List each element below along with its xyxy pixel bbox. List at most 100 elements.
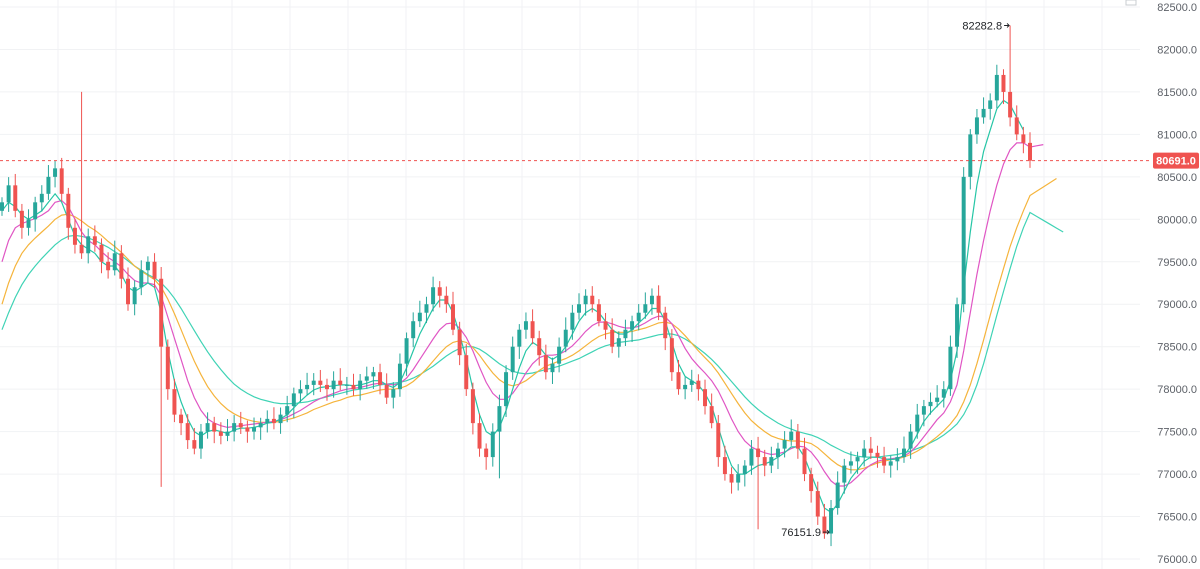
candle-body[interactable] bbox=[583, 295, 588, 305]
candle-body[interactable] bbox=[895, 457, 900, 462]
candle-body[interactable] bbox=[749, 448, 754, 466]
candle-body[interactable] bbox=[417, 312, 422, 322]
candle-body[interactable] bbox=[729, 474, 734, 483]
candle-body[interactable] bbox=[789, 431, 794, 441]
candle-body[interactable] bbox=[676, 372, 681, 390]
candle-body[interactable] bbox=[875, 452, 880, 458]
candle-body[interactable] bbox=[338, 380, 343, 385]
y-axis[interactable]: 76000.0 76500.0 77000.0 77500.0 78000.0 78500… bbox=[1125, 0, 1199, 566]
candle-body[interactable] bbox=[252, 427, 257, 432]
candle-body[interactable] bbox=[490, 431, 495, 458]
candle-body[interactable] bbox=[517, 329, 522, 347]
candle-body[interactable] bbox=[1021, 134, 1026, 143]
candle-body[interactable] bbox=[232, 423, 237, 432]
candle-body[interactable] bbox=[683, 384, 688, 390]
candle-body[interactable] bbox=[948, 346, 953, 390]
candle-body[interactable] bbox=[132, 287, 137, 305]
candle-body[interactable] bbox=[192, 440, 197, 449]
candle-body[interactable] bbox=[961, 176, 966, 305]
candle-body[interactable] bbox=[484, 448, 489, 458]
candle-body[interactable] bbox=[935, 397, 940, 402]
candle-body[interactable] bbox=[278, 414, 283, 424]
candle-body[interactable] bbox=[318, 380, 323, 385]
candle-body[interactable] bbox=[39, 193, 44, 203]
candle-body[interactable] bbox=[152, 261, 157, 279]
candle-body[interactable] bbox=[888, 461, 893, 466]
candle-body[interactable] bbox=[610, 329, 615, 347]
candle-body[interactable] bbox=[351, 384, 356, 390]
candle-body[interactable] bbox=[603, 321, 608, 330]
candle-body[interactable] bbox=[245, 427, 250, 432]
candle-body[interactable] bbox=[378, 372, 383, 385]
candle-body[interactable] bbox=[557, 346, 562, 364]
candles[interactable] bbox=[0, 25, 1032, 547]
candle-body[interactable] bbox=[1001, 74, 1006, 92]
candle-body[interactable] bbox=[822, 516, 827, 534]
candle-body[interactable] bbox=[79, 244, 84, 254]
candle-body[interactable] bbox=[159, 278, 164, 347]
candle-body[interactable] bbox=[736, 474, 741, 483]
candle-body[interactable] bbox=[26, 219, 31, 228]
candle-body[interactable] bbox=[1008, 91, 1013, 118]
candle-body[interactable] bbox=[908, 431, 913, 449]
candle-body[interactable] bbox=[782, 440, 787, 449]
candle-body[interactable] bbox=[344, 384, 349, 386]
candle-body[interactable] bbox=[457, 329, 462, 356]
candle-body[interactable] bbox=[835, 482, 840, 509]
candle-body[interactable] bbox=[265, 418, 270, 424]
candle-body[interactable] bbox=[842, 465, 847, 483]
candle-body[interactable] bbox=[324, 384, 329, 390]
candle-body[interactable] bbox=[397, 363, 402, 390]
candle-body[interactable] bbox=[703, 389, 708, 407]
candle-body[interactable] bbox=[663, 312, 668, 339]
candle-body[interactable] bbox=[13, 185, 18, 211]
candle-body[interactable] bbox=[298, 389, 303, 394]
candle-body[interactable] bbox=[590, 295, 595, 305]
candle-body[interactable] bbox=[212, 423, 217, 432]
candle-body[interactable] bbox=[271, 418, 276, 424]
candle-body[interactable] bbox=[882, 457, 887, 466]
candle-body[interactable] bbox=[172, 389, 177, 415]
candle-body[interactable] bbox=[868, 448, 873, 453]
candle-body[interactable] bbox=[716, 423, 721, 458]
candle-body[interactable] bbox=[915, 414, 920, 432]
candle-body[interactable] bbox=[86, 236, 91, 254]
candle-body[interactable] bbox=[185, 423, 190, 441]
candle-body[interactable] bbox=[477, 423, 482, 449]
candle-body[interactable] bbox=[53, 168, 58, 177]
axis-settings-icon[interactable] bbox=[1125, 0, 1137, 6]
candle-body[interactable] bbox=[424, 304, 429, 313]
candle-body[interactable] bbox=[815, 491, 820, 517]
candle-body[interactable] bbox=[762, 457, 767, 466]
candle-body[interactable] bbox=[179, 414, 184, 424]
candle-body[interactable] bbox=[238, 423, 243, 428]
candle-body[interactable] bbox=[497, 406, 502, 432]
candle-body[interactable] bbox=[364, 376, 369, 381]
candle-body[interactable] bbox=[411, 321, 416, 339]
candle-body[interactable] bbox=[988, 100, 993, 109]
candle-body[interactable] bbox=[530, 321, 535, 339]
candle-body[interactable] bbox=[829, 508, 834, 534]
candle-body[interactable] bbox=[384, 384, 389, 398]
candle-body[interactable] bbox=[106, 261, 111, 271]
candle-body[interactable] bbox=[809, 474, 814, 492]
candle-body[interactable] bbox=[756, 448, 761, 458]
candle-body[interactable] bbox=[1014, 117, 1019, 135]
candle-body[interactable] bbox=[802, 448, 807, 475]
candle-body[interactable] bbox=[46, 176, 51, 194]
candle-body[interactable] bbox=[225, 431, 230, 436]
candle-body[interactable] bbox=[955, 304, 960, 347]
candle-body[interactable] bbox=[643, 304, 648, 313]
candle-body[interactable] bbox=[470, 389, 475, 424]
candle-body[interactable] bbox=[258, 423, 263, 428]
candle-body[interactable] bbox=[769, 457, 774, 466]
candle-body[interactable] bbox=[696, 380, 701, 390]
candle-body[interactable] bbox=[928, 401, 933, 407]
candle-body[interactable] bbox=[550, 363, 555, 373]
candle-body[interactable] bbox=[742, 465, 747, 475]
candle-body[interactable] bbox=[855, 457, 860, 462]
candle-body[interactable] bbox=[630, 321, 635, 330]
candle-body[interactable] bbox=[126, 278, 131, 305]
